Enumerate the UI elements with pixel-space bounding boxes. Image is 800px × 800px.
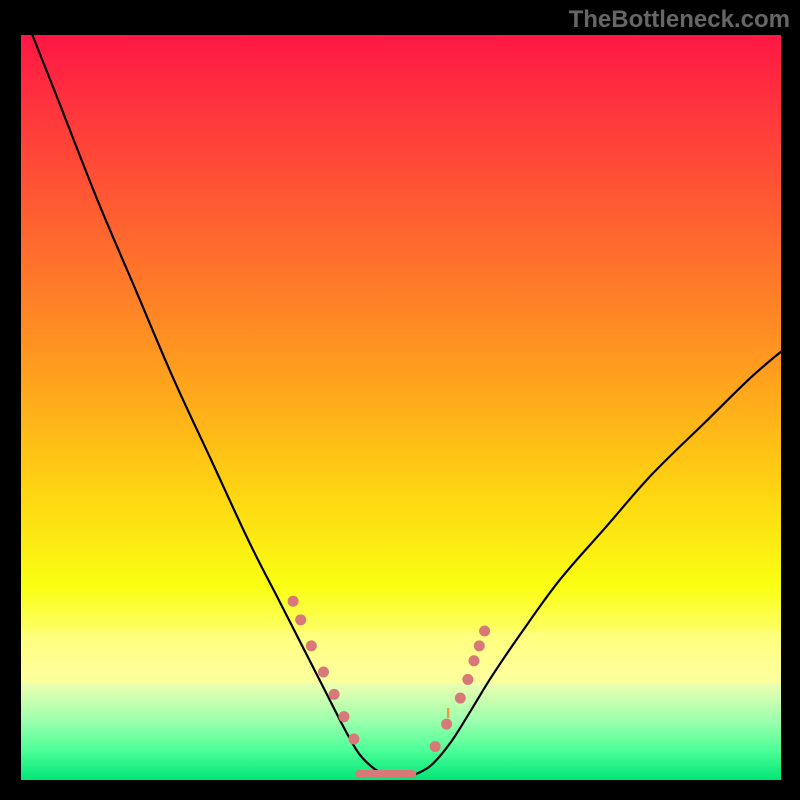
marker-point-left xyxy=(348,734,359,745)
marker-point-left xyxy=(306,640,317,651)
marker-point-right xyxy=(474,640,485,651)
marker-point-right xyxy=(468,655,479,666)
marker-point-left xyxy=(288,596,299,607)
marker-point-left xyxy=(339,711,350,722)
marker-point-left xyxy=(295,614,306,625)
marker-point-left xyxy=(318,666,329,677)
marker-point-right xyxy=(455,693,466,704)
marker-point-left xyxy=(329,689,340,700)
marker-point-right xyxy=(441,719,452,730)
marker-point-right xyxy=(479,626,490,637)
chart-svg xyxy=(21,35,781,780)
watermark-text: TheBottleneck.com xyxy=(569,6,790,34)
root-container: TheBottleneck.com xyxy=(0,0,800,800)
marker-point-right xyxy=(462,674,473,685)
orange-tick-marker xyxy=(447,708,450,718)
yellow-highlight-band xyxy=(21,631,781,683)
chart-plot-area xyxy=(21,35,781,780)
marker-point-right xyxy=(430,741,441,752)
